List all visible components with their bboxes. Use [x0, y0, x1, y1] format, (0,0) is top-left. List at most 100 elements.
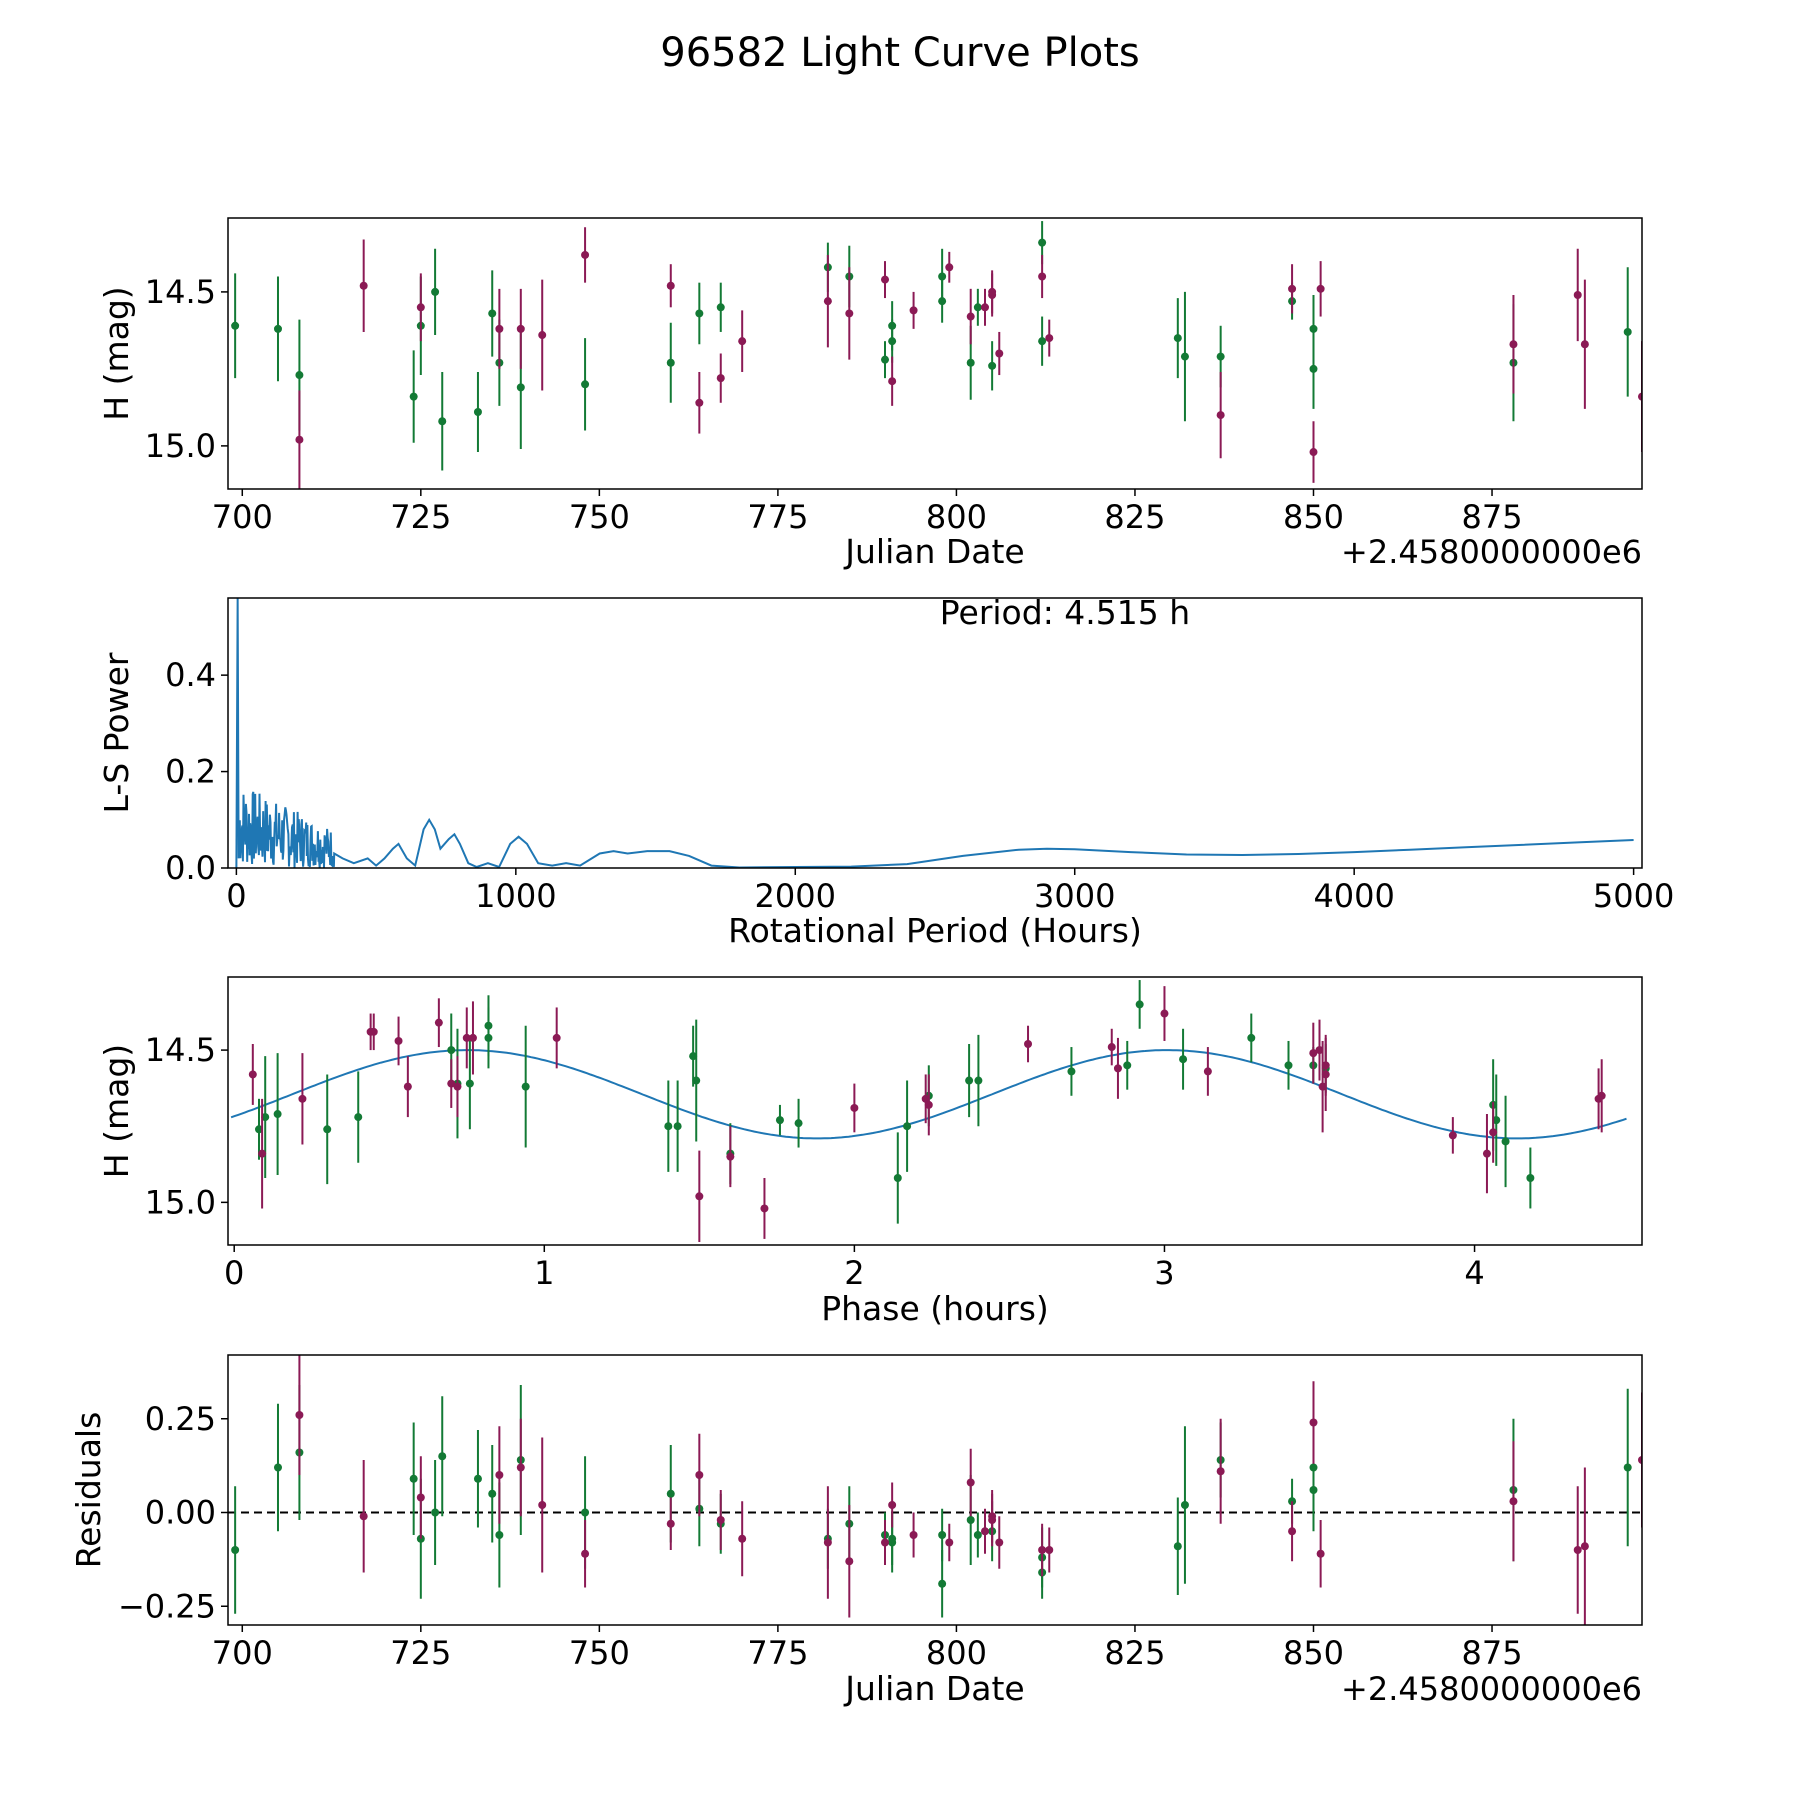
purple-data-point: [945, 263, 954, 272]
green-data-point: [1309, 364, 1318, 373]
purple-data-point: [1489, 1128, 1498, 1137]
purple-data-point: [453, 1082, 462, 1091]
purple-data-point: [1573, 290, 1582, 299]
green-data-point: [664, 1122, 673, 1131]
purple-data-point: [738, 1534, 747, 1543]
purple-data-point: [516, 1463, 525, 1472]
purple-data-point: [359, 1512, 368, 1521]
purple-data-point: [298, 1094, 307, 1103]
purple-data-point: [1045, 1546, 1054, 1554]
purple-data-point: [447, 1079, 456, 1088]
x-tick-label: 875: [1461, 1634, 1522, 1672]
green-data-point: [938, 1579, 947, 1588]
lightcurve-panel: 700 725 750 775 800 825 850 875 15.0 14.5 Julian D…: [97, 217, 1643, 571]
purple-data-point: [1038, 272, 1047, 281]
purple-data-point: [1573, 1546, 1582, 1554]
green-data-point: [273, 1463, 282, 1472]
purple-data-point: [581, 1549, 590, 1558]
green-data-point: [438, 1452, 447, 1461]
green-data-point: [1284, 1061, 1293, 1070]
x-axis-label: Julian Date: [843, 1669, 1025, 1708]
purple-data-point: [516, 324, 525, 333]
green-data-point: [231, 321, 240, 330]
x-tick-label: 825: [1104, 1634, 1165, 1672]
green-data-point: [673, 1122, 682, 1131]
green-data-point: [488, 309, 497, 318]
purple-data-point: [1309, 1049, 1318, 1058]
purple-data-point: [495, 324, 504, 333]
y-tick-label: 0.00: [145, 1494, 216, 1532]
purple-data-point: [995, 1538, 1004, 1547]
x-tick-label: 750: [569, 1634, 630, 1672]
purple-data-point: [980, 1527, 989, 1536]
purple-data-point: [726, 1152, 735, 1161]
green-data-point: [689, 1052, 698, 1061]
purple-data-point: [403, 1082, 412, 1091]
purple-data-point: [552, 1033, 561, 1042]
y-tick-label: 0.4: [165, 656, 216, 694]
green-data-point: [231, 1546, 240, 1554]
purple-data-point: [695, 1192, 704, 1201]
purple-data-point: [995, 349, 1004, 358]
purple-data-point: [738, 337, 747, 346]
green-data-point: [938, 272, 947, 281]
green-data-point: [966, 358, 975, 367]
purple-data-point: [1160, 1009, 1169, 1018]
green-data-point: [323, 1125, 332, 1134]
green-data-point: [1135, 1000, 1144, 1009]
green-data-point: [692, 1076, 701, 1085]
green-data-point: [581, 380, 590, 389]
residuals-panel: 700 725 750 775 800 825 850 875 0.25 0.00 −0.25 Jul…: [69, 1354, 1643, 1708]
purple-data-point: [888, 1501, 897, 1509]
y-axis-label: L-S Power: [97, 652, 136, 813]
axes-frame: [227, 217, 1643, 490]
purple-data-point: [416, 303, 425, 312]
y-tick-label: 14.5: [145, 273, 216, 311]
x-axis-label: Phase (hours): [821, 1289, 1049, 1328]
green-data-point: [1501, 1137, 1510, 1146]
y-tick-label: 15.0: [145, 427, 216, 465]
axes-frame: [227, 597, 1643, 869]
green-data-point: [903, 1122, 912, 1131]
purple-data-point: [881, 275, 890, 284]
purple-data-point: [1038, 1546, 1047, 1554]
figure-title: 96582 Light Curve Plots: [660, 30, 1140, 76]
purple-data-point: [966, 312, 975, 321]
green-data-point: [1173, 1542, 1182, 1551]
purple-data-point: [1580, 340, 1589, 349]
green-data-point: [973, 1531, 982, 1539]
x-tick-label: 775: [747, 1634, 808, 1672]
green-data-point: [1179, 1055, 1188, 1064]
green-data-point: [488, 1489, 497, 1498]
x-tick-label: 700: [212, 498, 273, 536]
purple-data-point: [1309, 1418, 1318, 1427]
purple-data-point: [369, 1027, 378, 1036]
green-data-point: [794, 1119, 803, 1128]
x-tick-label: 750: [569, 498, 630, 536]
purple-data-point: [394, 1036, 403, 1045]
green-data-point: [465, 1079, 474, 1088]
purple-data-point: [258, 1149, 267, 1158]
purple-data-point: [1288, 284, 1297, 293]
green-data-point: [716, 303, 725, 312]
green-data-point: [666, 1489, 675, 1498]
green-data-point: [581, 1508, 590, 1517]
green-data-point: [431, 287, 440, 296]
purple-data-point: [1482, 1149, 1491, 1158]
green-data-point: [974, 1076, 983, 1085]
purple-data-point: [1509, 1497, 1518, 1506]
purple-data-point: [881, 1538, 890, 1547]
purple-data-point: [1045, 334, 1054, 343]
purple-data-point: [538, 331, 547, 340]
x-tick-label: 2: [844, 1254, 864, 1292]
green-data-point: [1038, 337, 1047, 346]
green-series: [231, 1385, 1632, 1618]
green-data-point: [1180, 1501, 1189, 1509]
purple-data-point: [295, 1411, 304, 1419]
green-data-point: [447, 1046, 456, 1055]
y-axis-label: H (mag): [97, 1044, 136, 1178]
axes-frame: [227, 1354, 1643, 1626]
green-data-point: [1123, 1061, 1132, 1070]
x-tick-label: 850: [1283, 1634, 1344, 1672]
purple-data-point: [666, 1519, 675, 1528]
